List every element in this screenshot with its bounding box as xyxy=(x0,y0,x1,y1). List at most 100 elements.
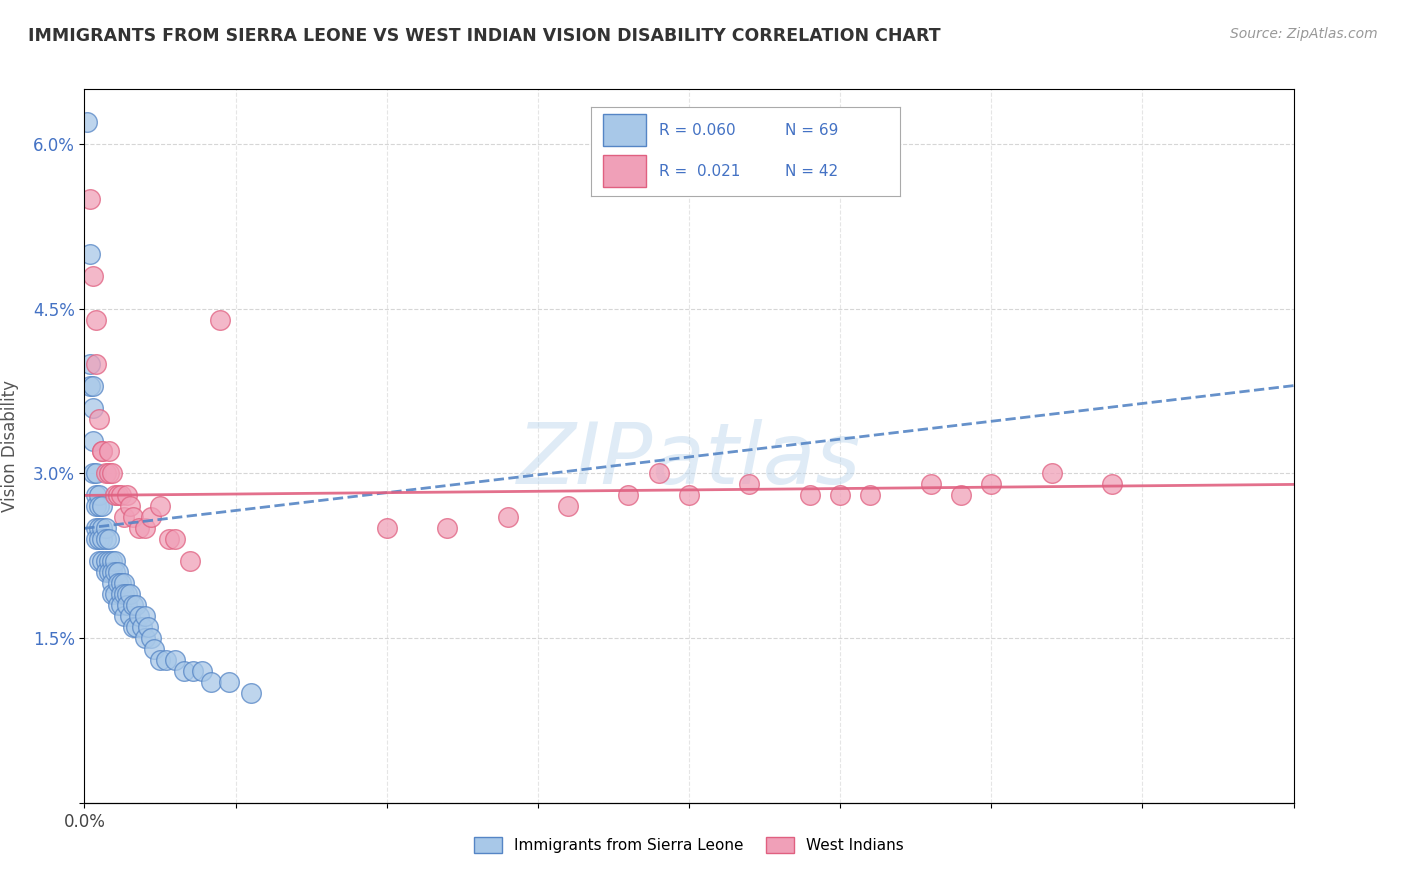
Point xyxy=(79,192,101,206)
Point xyxy=(82,378,104,392)
Point xyxy=(239,686,262,700)
Point xyxy=(100,576,122,591)
Point xyxy=(97,467,120,481)
Point xyxy=(100,467,122,481)
Point xyxy=(82,268,104,283)
Point xyxy=(134,609,156,624)
Point xyxy=(94,521,117,535)
Point xyxy=(76,115,98,129)
Point xyxy=(1101,477,1123,491)
Point xyxy=(86,488,108,502)
Point xyxy=(157,533,180,547)
Text: R = 0.060: R = 0.060 xyxy=(658,123,735,137)
Point xyxy=(100,554,122,568)
Point xyxy=(110,598,132,612)
Point xyxy=(149,653,172,667)
Point xyxy=(91,521,114,535)
Text: N = 42: N = 42 xyxy=(786,164,838,178)
Point xyxy=(107,598,129,612)
Point xyxy=(125,598,148,612)
Point xyxy=(1040,467,1063,481)
Point xyxy=(94,554,117,568)
Point xyxy=(100,587,122,601)
Point xyxy=(89,500,111,514)
Point xyxy=(89,533,111,547)
Point xyxy=(115,488,138,502)
Point xyxy=(89,554,111,568)
Point xyxy=(79,247,101,261)
Point xyxy=(107,566,129,580)
Point xyxy=(121,598,143,612)
Point xyxy=(118,609,141,624)
Point xyxy=(859,488,882,502)
Point xyxy=(125,620,148,634)
Point xyxy=(86,467,108,481)
Point xyxy=(97,554,120,568)
Point xyxy=(799,488,821,502)
Point xyxy=(155,653,177,667)
Point xyxy=(112,510,135,524)
Point xyxy=(107,576,129,591)
Point xyxy=(94,467,117,481)
Point xyxy=(112,576,135,591)
Text: ZIPatlas: ZIPatlas xyxy=(517,418,860,502)
Point xyxy=(218,675,240,690)
Point xyxy=(950,488,973,502)
Point xyxy=(115,587,138,601)
Point xyxy=(436,521,458,535)
Point xyxy=(118,587,141,601)
Point xyxy=(165,533,187,547)
Point xyxy=(89,488,111,502)
Point xyxy=(110,587,132,601)
Point xyxy=(134,631,156,645)
Point xyxy=(86,521,108,535)
Point xyxy=(86,533,108,547)
Point xyxy=(128,609,150,624)
Point xyxy=(128,521,150,535)
Point xyxy=(91,500,114,514)
Point xyxy=(91,444,114,458)
Point xyxy=(86,500,108,514)
Point xyxy=(142,642,165,657)
Point xyxy=(191,664,214,678)
Point xyxy=(89,521,111,535)
Point xyxy=(82,434,104,448)
Point xyxy=(82,467,104,481)
Point xyxy=(97,444,120,458)
Point xyxy=(86,312,108,326)
FancyBboxPatch shape xyxy=(603,114,647,146)
Point xyxy=(557,500,579,514)
Point xyxy=(617,488,640,502)
Point xyxy=(104,587,127,601)
Point xyxy=(134,521,156,535)
Point xyxy=(181,664,204,678)
Point xyxy=(89,411,111,425)
Point xyxy=(86,357,108,371)
Point xyxy=(136,620,159,634)
Point xyxy=(139,631,162,645)
Point xyxy=(200,675,222,690)
Point xyxy=(97,533,120,547)
Text: IMMIGRANTS FROM SIERRA LEONE VS WEST INDIAN VISION DISABILITY CORRELATION CHART: IMMIGRANTS FROM SIERRA LEONE VS WEST IND… xyxy=(28,27,941,45)
Text: R =  0.021: R = 0.021 xyxy=(658,164,740,178)
Point xyxy=(79,357,101,371)
Text: N = 69: N = 69 xyxy=(786,123,839,137)
Point xyxy=(738,477,761,491)
Point xyxy=(94,566,117,580)
Point xyxy=(173,664,195,678)
Point xyxy=(115,598,138,612)
Point xyxy=(165,653,187,667)
Point xyxy=(110,576,132,591)
Point xyxy=(179,554,201,568)
Point xyxy=(149,500,172,514)
Point xyxy=(375,521,398,535)
Point xyxy=(110,488,132,502)
Point xyxy=(100,566,122,580)
Point xyxy=(104,554,127,568)
Point xyxy=(496,510,519,524)
Point xyxy=(94,533,117,547)
Point xyxy=(209,312,232,326)
Point xyxy=(118,500,141,514)
Legend: Immigrants from Sierra Leone, West Indians: Immigrants from Sierra Leone, West India… xyxy=(468,830,910,859)
Point xyxy=(104,566,127,580)
